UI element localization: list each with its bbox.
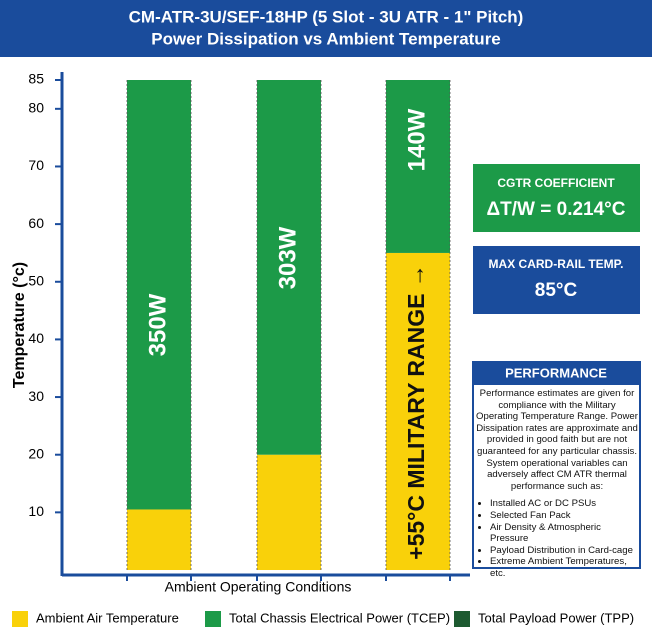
performance-bullet: Extreme Ambient Temperatures, etc. bbox=[490, 556, 638, 579]
bar-segment bbox=[386, 80, 450, 253]
legend-swatch bbox=[205, 611, 221, 627]
performance-bullet: Air Density & Atmospheric Pressure bbox=[490, 522, 638, 545]
legend-label: Ambient Air Temperature bbox=[36, 610, 179, 625]
y-tick-label: 80 bbox=[28, 100, 44, 116]
bar-segment bbox=[127, 509, 191, 570]
panel-title: CGTR COEFFICIENT bbox=[497, 176, 615, 190]
performance-bullet: Selected Fan Pack bbox=[490, 510, 638, 522]
performance-header bbox=[473, 362, 640, 385]
bar-segment bbox=[257, 80, 321, 455]
legend-swatch bbox=[454, 611, 470, 627]
performance-list: Installed AC or DC PSUsSelected Fan Pack… bbox=[476, 498, 638, 579]
y-tick-label: 20 bbox=[28, 445, 44, 461]
bar-annotation: 350W bbox=[144, 293, 171, 356]
panel-value: ΔT/W = 0.214°C bbox=[487, 199, 626, 220]
y-tick-label: 60 bbox=[28, 215, 44, 231]
performance-body: Performance estimates are given for comp… bbox=[476, 388, 638, 580]
x-axis-label: Ambient Operating Conditions bbox=[165, 579, 352, 595]
bar-segment bbox=[257, 454, 321, 570]
legend-label: Total Payload Power (TPP) bbox=[478, 610, 634, 625]
legend-swatch bbox=[12, 611, 28, 627]
bar-segment bbox=[127, 80, 191, 510]
y-tick-label: 85 bbox=[28, 71, 44, 87]
panel-title: PERFORMANCE bbox=[505, 365, 607, 380]
performance-bullet: Installed AC or DC PSUs bbox=[490, 498, 638, 510]
max-temp-panel bbox=[473, 246, 640, 314]
coefficient-panel bbox=[473, 164, 640, 232]
panel-value: 85°C bbox=[535, 280, 578, 301]
bar-segment bbox=[386, 252, 450, 571]
y-tick-label: 70 bbox=[28, 157, 44, 173]
y-tick-label: 10 bbox=[28, 503, 44, 519]
bar-annotation: 140W bbox=[403, 108, 430, 171]
y-tick-label: 40 bbox=[28, 330, 44, 346]
bar-annotation: 303W bbox=[274, 226, 301, 289]
legend-label: Total Chassis Electrical Power (TCEP) bbox=[229, 610, 450, 625]
chart-subtitle: Power Dissipation vs Ambient Temperature bbox=[151, 29, 501, 48]
range-annotation: +55°C MILITARY RANGE → bbox=[403, 264, 429, 560]
panel-title: MAX CARD-RAIL TEMP. bbox=[489, 257, 624, 271]
y-axis-label: Temperature (°c) bbox=[11, 262, 28, 388]
performance-bullet: Payload Distribution in Card-cage bbox=[490, 545, 638, 557]
y-tick-label: 30 bbox=[28, 388, 44, 404]
chart-title: CM-ATR-3U/SEF-18HP (5 Slot - 3U ATR - 1"… bbox=[129, 7, 524, 26]
performance-text: Performance estimates are given for comp… bbox=[476, 388, 638, 492]
title-bar bbox=[0, 0, 652, 57]
y-tick-label: 50 bbox=[28, 272, 44, 288]
